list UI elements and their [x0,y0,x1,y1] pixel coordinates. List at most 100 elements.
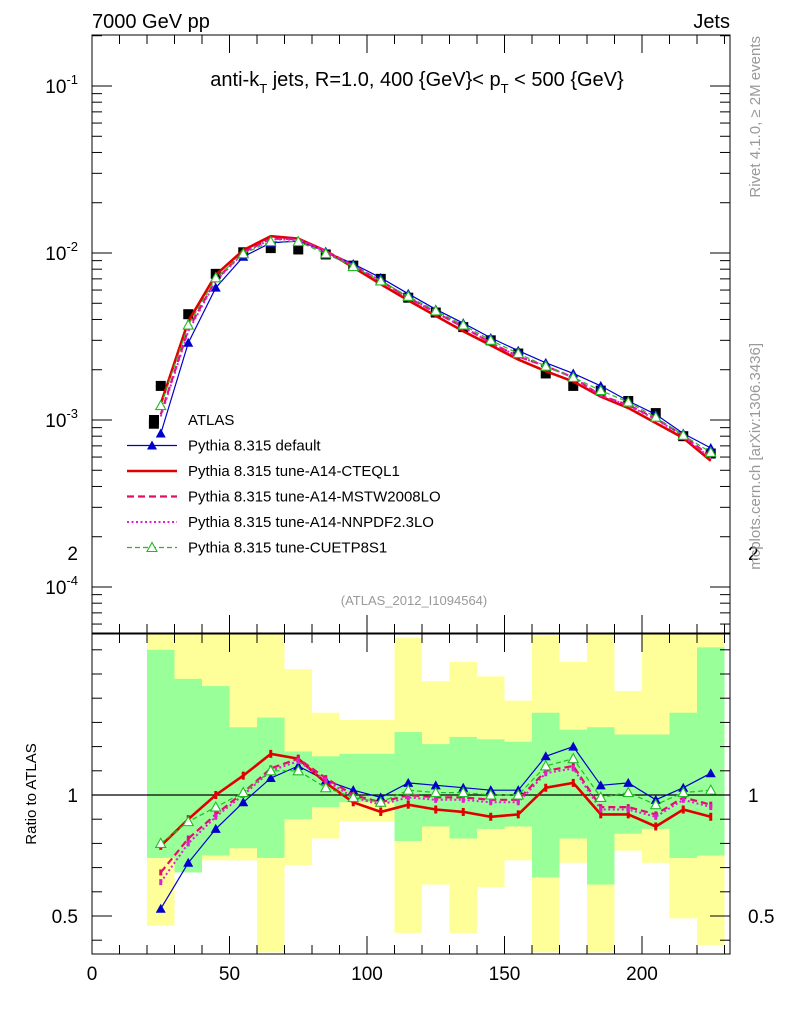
ratio-point [214,813,218,820]
ratio-point [434,796,438,803]
series-point [183,337,194,347]
ratio-point [319,781,332,793]
legend-marker [147,440,157,450]
plot-title: anti-kT jets, R=1.0, 400 {GeV}< pT < 500… [210,69,624,96]
ratio-point [430,780,441,790]
band-green-bin [257,717,285,858]
ratio-point [677,786,690,798]
ratio-point [654,822,658,831]
title-suffix: < 500 {GeV} [509,69,624,91]
main-frame [91,34,731,634]
series-point [457,318,470,330]
title-sub2: T [501,81,509,96]
legend-label: ATLAS [188,412,234,429]
series-point [677,429,690,440]
title-prefix: anti-k [210,69,260,91]
legend-marker [146,541,158,553]
ratio-frame [91,633,731,955]
ratio-point [186,840,190,847]
ratio-panel: 0.5 0.5 1 1 2 2 0 50 100 150 200 Ratio to ATLAS [23,544,774,985]
ratio-point [182,815,195,827]
ratio-point [599,806,603,813]
series-point [374,274,387,286]
legend-item-default: Pythia 8.315 default [127,438,321,455]
legend-item-nnpdf: Pythia 8.315 tune-A14-NNPDF2.3LO [127,514,434,531]
legend-marker [149,415,159,425]
ratio-point [154,837,167,848]
legend-label: Pythia 8.315 default [188,438,321,455]
ratio-point [484,788,497,800]
title-sub1: T [259,81,267,96]
x-tick-label: 100 [351,964,383,985]
ratio-point [214,791,218,799]
series-point [402,290,415,301]
ratio-point [654,813,658,820]
series-point [209,271,222,283]
data-point [155,380,166,391]
ratio-point [594,791,607,802]
legend-item-cuetp: Pythia 8.315 tune-CUETP8S1 [127,540,387,557]
ratio-point [489,812,493,821]
x-tick-label: 150 [489,964,521,985]
ratio-line [159,759,712,883]
data-point [540,368,551,379]
band-green-bin [697,647,725,856]
series-point [594,384,607,396]
series-cuetp [154,235,717,457]
legend-item-cteql1: Pythia 8.315 tune-A14-CTEQL1 [127,463,400,480]
series-point [484,334,497,345]
ratio-point [623,777,634,787]
mcplots-label: mcplots.cern.ch [arXiv:1306.3436] [747,343,764,570]
ratio-point [599,810,603,819]
ratio-point [512,788,525,800]
ratio-point [709,812,713,821]
ratio-point [539,759,552,771]
ratio-point [209,800,222,812]
ratio-ylabel: Ratio to ATLAS [23,743,40,844]
series-point [154,399,167,411]
legend-item-mstw: Pythia 8.315 tune-A14-MSTW2008LO [127,489,441,506]
y-tick-label: 10-2 [45,239,78,265]
ratio-point [595,780,606,790]
ratio-point [402,784,415,795]
legend-label: Pythia 8.315 tune-CUETP8S1 [188,540,387,557]
ratio-point [516,799,520,806]
series-point [155,428,166,438]
ratio-point [269,749,273,758]
series-point [264,235,277,247]
series-point [622,395,635,407]
jets-label: Jets [693,11,730,33]
data-point [568,380,579,391]
ratio-point [348,785,359,795]
ratio-point [159,879,163,886]
ratio-point [429,786,442,798]
ratio-point [351,798,355,807]
ratio-point [626,806,630,813]
ratio-y-tick-label: 2 [67,544,78,565]
ratio-point [567,752,580,764]
ratio-point [238,797,249,807]
series-point [512,347,525,359]
series-point [347,260,360,272]
ratio-point [704,784,717,795]
ratio-point [241,771,245,780]
series-nnpdf [159,238,712,460]
series-point [649,411,662,422]
ratio-y-tick-label: 0.5 [748,907,774,928]
ratio-series-default [155,741,716,913]
ratio-y-tick-label: 1 [67,786,78,807]
ratio-point [237,786,250,798]
series-cteql1 [159,234,712,462]
ratio-point [406,794,410,801]
analysis-tag: (ATLAS_2012_I1094564) [341,593,487,608]
y-tick-label: 10-4 [45,573,78,599]
energy-label: 7000 GeV pp [92,11,210,33]
series-point [210,282,221,292]
ratio-point [159,869,163,876]
band-green-bin [147,649,175,858]
data-point [265,243,276,254]
legend-label: Pythia 8.315 tune-A14-MSTW2008LO [188,489,441,506]
ratio-plot-area [92,634,730,953]
ratio-point [403,777,414,787]
legend: ATLAS Pythia 8.315 default Pythia 8.315 tu… [127,412,441,557]
